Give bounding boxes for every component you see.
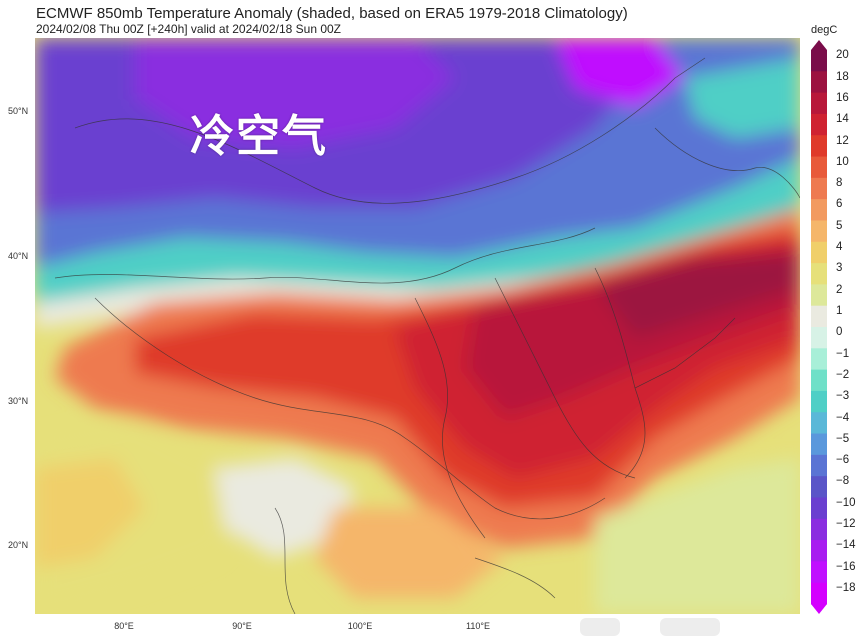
colorbar-segment: [811, 92, 827, 115]
colorbar-segment: [811, 220, 827, 243]
watermark-blur: [580, 618, 620, 636]
colorbar-svg: [811, 40, 827, 614]
colorbar-tick-label: 4: [836, 241, 843, 254]
cold-air-label: 冷空气: [190, 111, 328, 162]
lon-label-100: 100°E: [347, 621, 373, 631]
colorbar-segment: [811, 412, 827, 435]
colorbar-tick-label: −2: [836, 368, 850, 381]
colorbar-segment: [811, 305, 827, 328]
colorbar-tick-label: −14: [836, 539, 856, 552]
colorbar-segment: [811, 113, 827, 136]
colorbar-tick-label: −4: [836, 411, 850, 424]
colorbar-segment: [811, 454, 827, 477]
colorbar-segment: [811, 284, 827, 307]
colorbar-segment: [811, 177, 827, 200]
colorbar-segment: [811, 199, 827, 221]
colorbar-tick-label: 10: [836, 155, 849, 168]
colorbar-tick-label: −18: [836, 582, 856, 595]
lon-label-110: 110°E: [466, 621, 490, 631]
colorbar-segment: [811, 71, 827, 94]
colorbar-tick-label: 5: [836, 219, 843, 232]
colorbar-segment: [811, 135, 827, 158]
colorbar-segment: [811, 327, 827, 349]
watermark-blur: [660, 618, 720, 636]
lon-label-90: 90°E: [232, 621, 252, 631]
colorbar-tick-label: 14: [836, 113, 849, 126]
colorbar-tick-label: 20: [836, 49, 849, 62]
colorbar-tick-label: −8: [836, 475, 850, 488]
colorbar-tick-label: 16: [836, 91, 849, 104]
colorbar-tick-label: 6: [836, 198, 843, 211]
colorbar-tick-label: 8: [836, 177, 843, 190]
colorbar-segment: [811, 476, 827, 498]
lon-label-80: 80°E: [114, 621, 134, 631]
colorbar-segment: [811, 263, 827, 285]
colorbar-tick-label: 0: [836, 326, 843, 339]
colorbar-units: degC: [811, 24, 838, 36]
map-subtitle: 2024/02/08 Thu 00Z [+240h] valid at 2024…: [36, 22, 342, 36]
colorbar-segment: [811, 348, 827, 371]
lat-label-20: 20°N: [8, 540, 29, 550]
colorbar-tick-label: −3: [836, 390, 850, 403]
colorbar-tick-label: −5: [836, 432, 850, 445]
lat-label-50: 50°N: [8, 106, 29, 116]
colorbar-tick-label: 3: [836, 262, 843, 275]
colorbar-segment: [811, 50, 827, 72]
colorbar-segment: [811, 241, 827, 264]
border-lines: [54, 57, 800, 614]
lat-label-40: 40°N: [8, 251, 29, 261]
colorbar-tick-label: −10: [836, 496, 856, 509]
colorbar-segment: [811, 369, 827, 392]
colorbar-segment: [811, 497, 827, 520]
map-title: ECMWF 850mb Temperature Anomaly (shaded,…: [36, 5, 628, 22]
colorbar-tick-label: 2: [836, 283, 843, 296]
anomaly-map: [35, 38, 800, 614]
colorbar-tick-label: 1: [836, 305, 843, 318]
colorbar-segment: [811, 390, 827, 413]
colorbar-tick-label: 18: [836, 70, 849, 83]
colorbar-segment: [811, 156, 827, 179]
colorbar-segment: [811, 561, 827, 584]
colorbar-tick-label: −1: [836, 347, 850, 360]
colorbar: [811, 40, 827, 614]
colorbar-segment: [811, 518, 827, 541]
colorbar-tick-label: 12: [836, 134, 849, 147]
colorbar-max-arrow: [811, 40, 827, 50]
colorbar-segment: [811, 540, 827, 562]
colorbar-segment: [811, 433, 827, 456]
colorbar-tick-label: −6: [836, 454, 850, 467]
colorbar-min-arrow: [811, 604, 827, 614]
colorbar-tick-label: −16: [836, 560, 856, 573]
colorbar-segment: [811, 582, 827, 605]
colorbar-tick-label: −12: [836, 518, 856, 531]
anomaly-fields: [35, 38, 800, 614]
anomaly-map-canvas: [35, 38, 800, 614]
lat-label-30: 30°N: [8, 396, 29, 406]
